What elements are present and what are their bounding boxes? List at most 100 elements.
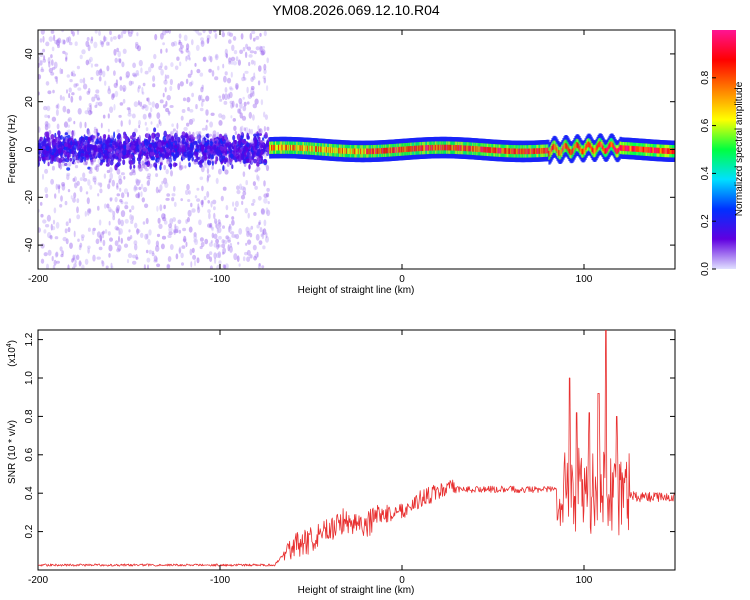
- spectrogram-cell: [209, 265, 213, 269]
- spectrogram-cell: [235, 153, 240, 160]
- spectrogram-cell: [82, 172, 86, 179]
- spectrogram-cell: [89, 184, 93, 190]
- colorbar-tick-label: 0.6: [700, 118, 711, 132]
- spectrogram-cell: [240, 142, 243, 150]
- spectrogram-cell: [266, 126, 270, 131]
- spectrogram-cell: [260, 209, 266, 216]
- spectrogram-cell: [172, 128, 176, 132]
- spectrogram-cell: [261, 49, 266, 56]
- spectrogram-cell: [173, 201, 177, 207]
- spectrogram-cell: [198, 160, 203, 165]
- spectrogram-cell: [206, 174, 211, 178]
- spectrogram-cell: [212, 151, 217, 155]
- spectrogram-cell: [53, 61, 58, 69]
- spectrogram-cell: [152, 75, 156, 82]
- spectrogram-cell: [68, 93, 71, 99]
- spectrogram-cell: [159, 204, 163, 212]
- spectrogram-cell: [200, 86, 204, 93]
- spectrogram-cell: [196, 257, 200, 264]
- spectrogram-cell: [146, 156, 149, 160]
- spectrogram-cell: [81, 236, 84, 242]
- spectrogram-cell: [119, 102, 124, 106]
- spectrogram-cell: [119, 84, 123, 91]
- spectrogram-cell: [227, 239, 231, 243]
- spectrogram-cell: [232, 36, 237, 41]
- spectrogram-cell: [142, 221, 146, 225]
- spectrogram-cell: [263, 219, 267, 227]
- spectrogram-cell: [128, 80, 133, 86]
- spectrogram-cell: [267, 201, 270, 205]
- spectrogram-cell: [52, 138, 56, 143]
- spectrogram-cell: [132, 167, 136, 173]
- spectrogram-cell: [181, 245, 186, 249]
- spectrogram-cell: [83, 145, 87, 151]
- spectrogram-cell: [231, 164, 234, 169]
- spectrogram-cell: [166, 135, 169, 142]
- spectrogram-cell: [137, 192, 141, 199]
- spectrogram-cell: [242, 73, 245, 79]
- spectrogram-cell: [206, 133, 210, 139]
- spectrogram-cell: [57, 183, 61, 190]
- spectrogram-cell: [151, 252, 155, 257]
- spectrogram-cell: [160, 48, 163, 54]
- spectrogram-cell: [245, 242, 248, 246]
- spectrogram-cell: [161, 213, 166, 220]
- spectrogram-cell: [265, 164, 270, 172]
- spectrogram-cell: [218, 235, 222, 240]
- spectrogram-cell: [147, 238, 151, 245]
- spectrogram-cell: [169, 85, 173, 91]
- spectrogram-cell: [211, 70, 215, 77]
- spectrogram-cell: [107, 41, 110, 46]
- spectrogram-cell: [68, 117, 72, 122]
- spectrogram-cell: [244, 207, 249, 214]
- spectrogram-cell: [217, 251, 222, 259]
- spectrogram-cell: [209, 256, 213, 263]
- spectrogram-cell: [81, 137, 85, 143]
- spectrogram-cell: [234, 140, 237, 145]
- spectrogram-cell: [109, 30, 112, 35]
- spectrogram-cell: [200, 165, 205, 173]
- spectrogram-cell: [184, 132, 188, 139]
- spectrogram-cell: [70, 30, 73, 35]
- spectrogram-cell: [77, 87, 82, 91]
- spectrogram-cell: [227, 244, 230, 252]
- spectrogram-cell: [196, 187, 200, 191]
- spectrogram-cell: [215, 177, 219, 184]
- spectrogram-cell: [201, 155, 205, 163]
- spectrogram-cell: [168, 156, 172, 164]
- spectrogram-cell: [99, 234, 103, 242]
- spectrogram-y-ticks: -40 -20 0 20 40: [24, 48, 675, 252]
- spectrogram-cell: [180, 135, 184, 139]
- spectrogram-cell: [212, 199, 217, 205]
- spectrogram-cell: [120, 172, 125, 176]
- spectrogram-cell: [239, 49, 244, 54]
- spectrogram-cell: [90, 38, 94, 44]
- spectrogram-cell: [229, 100, 234, 104]
- spectrogram-cell: [250, 225, 254, 230]
- spectrogram-cell: [103, 36, 108, 42]
- spectrogram-cell: [108, 178, 112, 182]
- spectrogram-cell: [80, 234, 85, 239]
- spectrogram-cell: [209, 147, 213, 152]
- spectrogram-cell: [198, 131, 202, 136]
- spectrogram-cell: [208, 133, 213, 137]
- spectrogram-cell: [146, 233, 149, 240]
- spectrogram-cell: [205, 151, 210, 156]
- spectrogram-cell: [248, 54, 253, 58]
- spectrogram-cell: [151, 250, 155, 254]
- spectrogram-cell: [175, 130, 179, 136]
- spectrogram-cell: [146, 180, 150, 187]
- spectrogram-cell: [178, 248, 181, 254]
- spectrogram-cell: [166, 193, 171, 197]
- spectrogram-cell: [158, 189, 161, 193]
- spectrogram-cell: [141, 86, 144, 94]
- spectrogram-cell: [136, 144, 141, 151]
- spectrogram-cell: [78, 260, 82, 267]
- spectrogram-cell: [141, 160, 145, 166]
- spectrogram-cell: [155, 173, 159, 178]
- spectrogram-cell: [242, 96, 245, 100]
- spectrogram-cell: [159, 184, 163, 192]
- spectrogram-cell: [213, 212, 216, 220]
- spectrogram-cell: [219, 98, 223, 102]
- spectrogram-cell: [248, 154, 252, 160]
